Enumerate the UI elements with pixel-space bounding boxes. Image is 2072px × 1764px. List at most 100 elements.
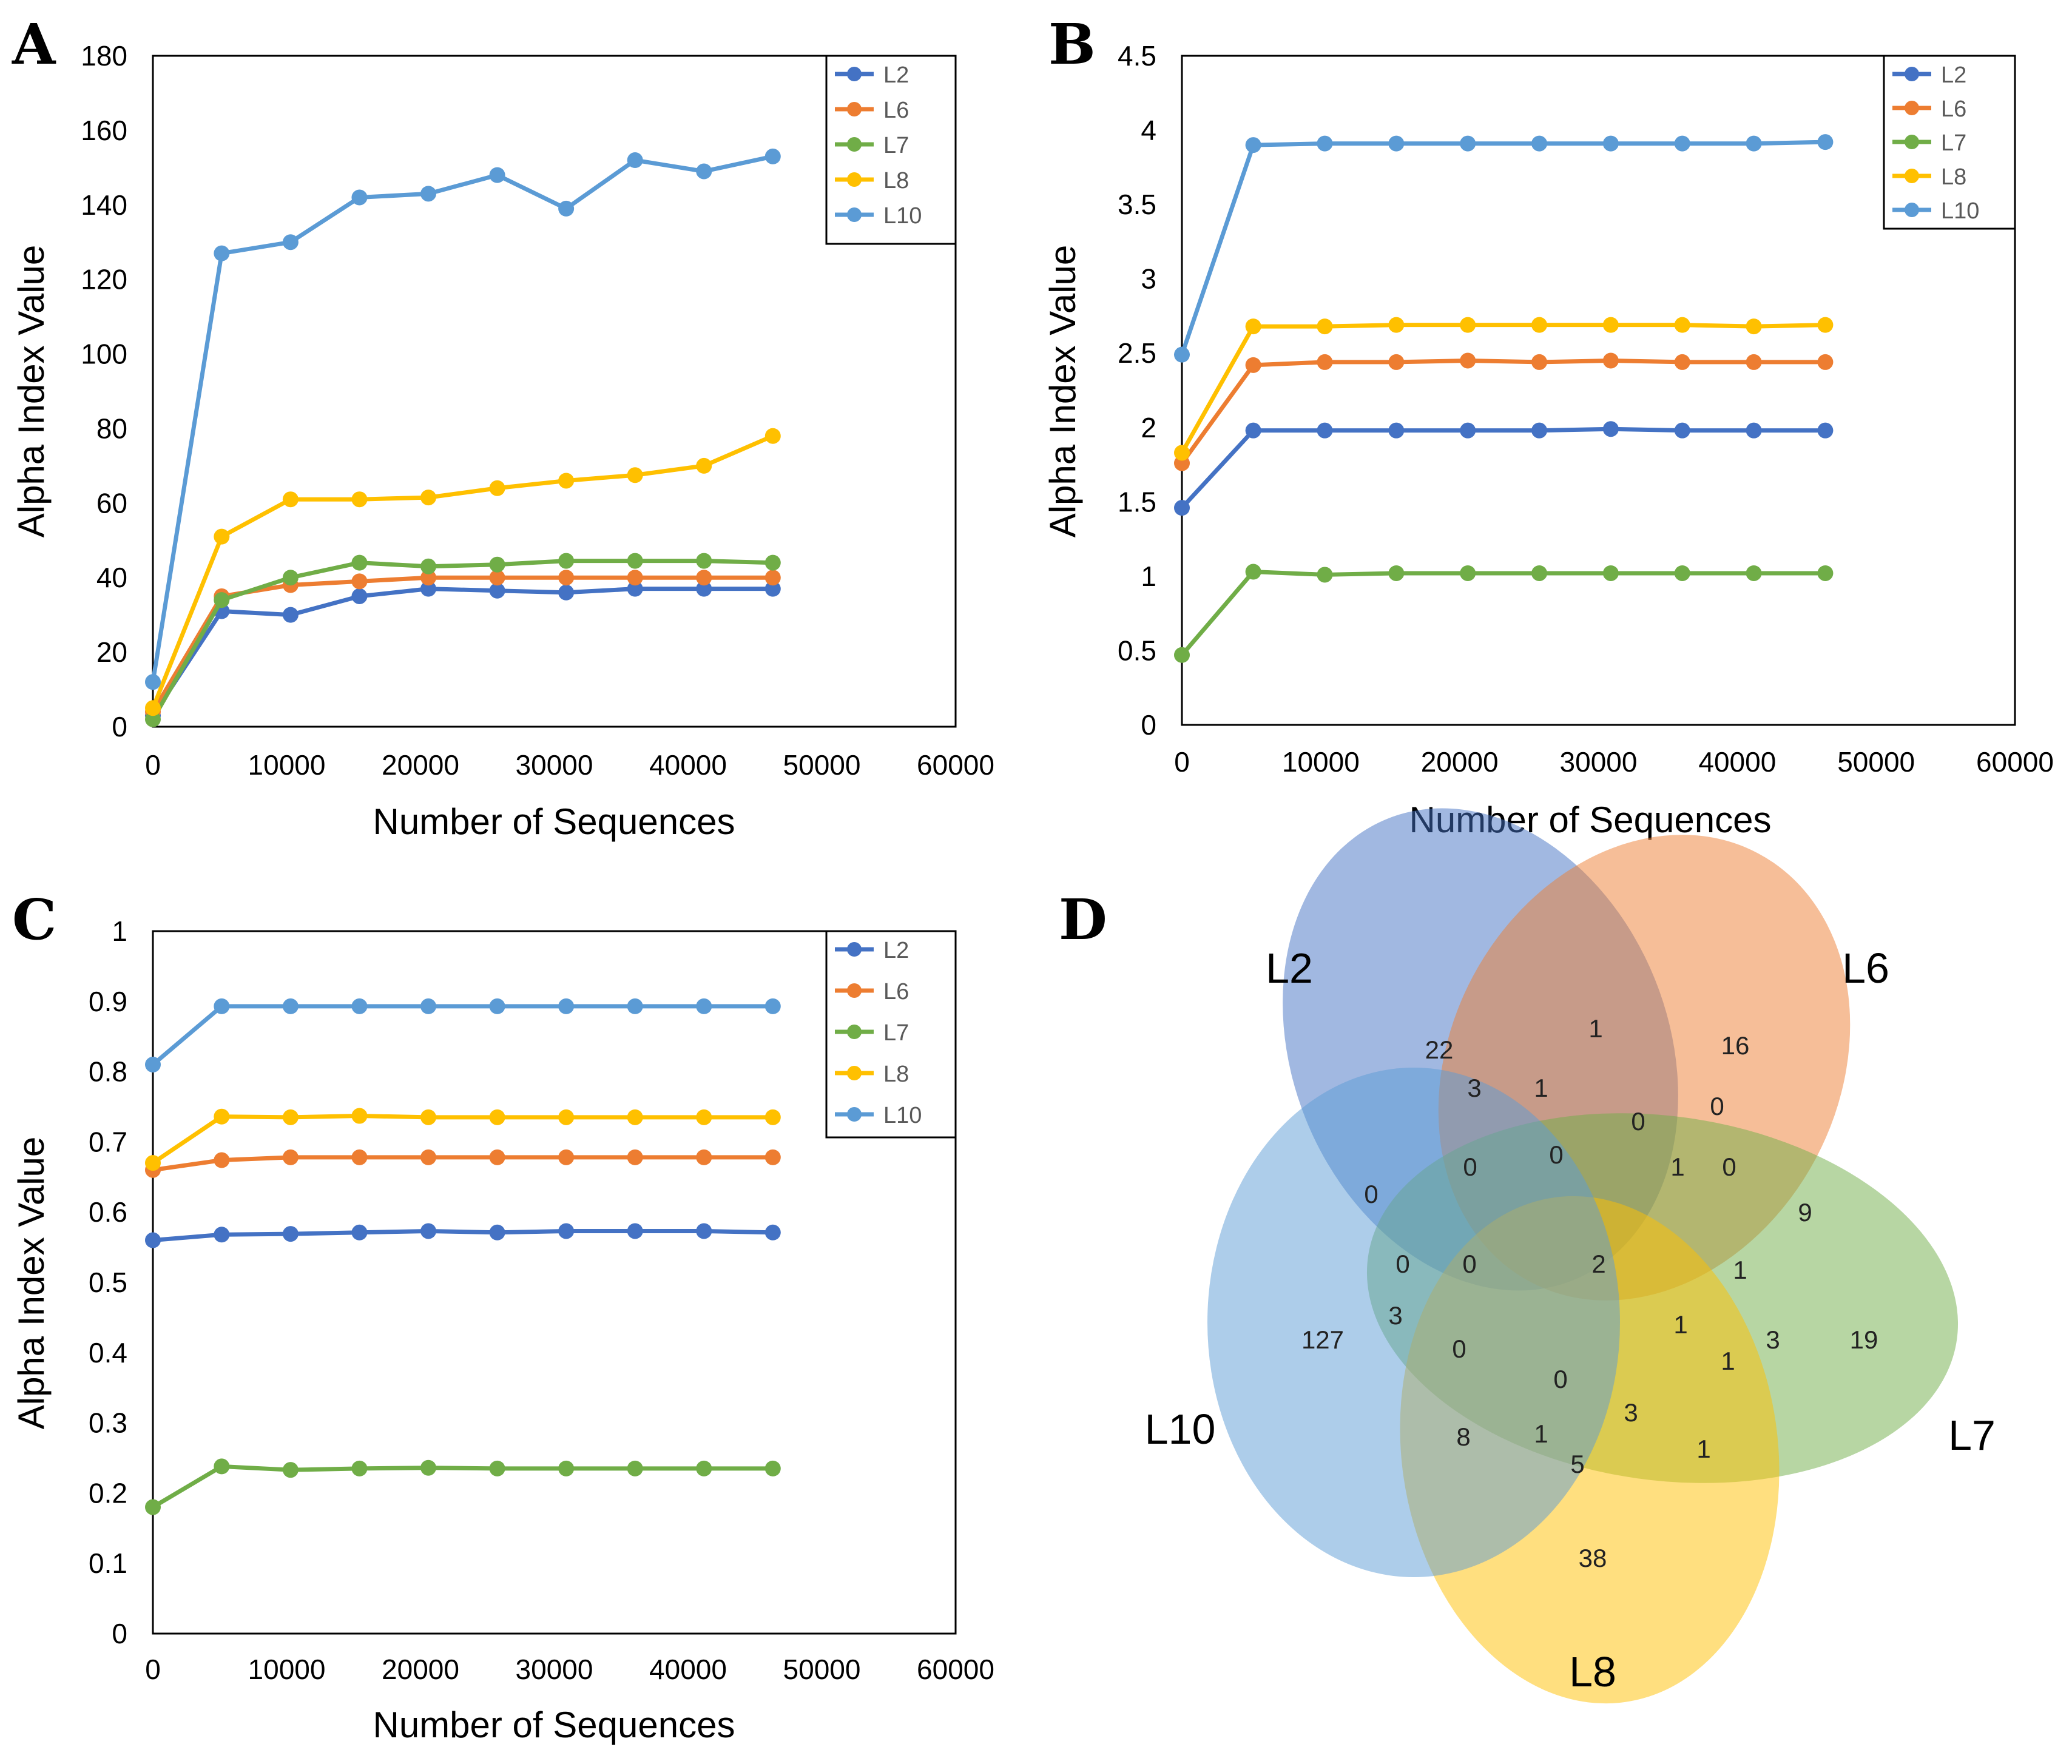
panel-b-y-tick-label: 4 <box>1141 115 1156 146</box>
panel-c-data-point-l10 <box>145 1057 161 1073</box>
panel-a-x-tick-label: 10000 <box>248 749 326 781</box>
panel-c-data-point-l6 <box>282 1149 299 1165</box>
panel-b-series-line-l10 <box>1179 140 1826 355</box>
panel-c-data-point-l10 <box>420 998 437 1014</box>
panel-c-legend-label: L8 <box>883 1062 909 1087</box>
panel-d-letter: D <box>1059 887 1107 952</box>
venn-region-count: 3 <box>1766 1325 1780 1354</box>
panel-c-data-point-l2 <box>214 1227 230 1243</box>
venn-region-count: 0 <box>1395 1250 1409 1278</box>
panel-b-x-tick-label: 30000 <box>1560 746 1638 778</box>
venn-region-count: 19 <box>1850 1325 1878 1354</box>
panel-b-data-point-l7 <box>1460 565 1476 581</box>
panel-a-data-point-l2 <box>489 582 505 599</box>
panel-a-series-line-l8 <box>150 434 774 709</box>
venn-region-count: 8 <box>1456 1422 1470 1451</box>
panel-a-data-point-l2 <box>627 581 643 597</box>
panel-c-data-point-l7 <box>627 1460 643 1476</box>
panel-c-x-tick-label: 40000 <box>649 1654 727 1685</box>
panel-b-data-point-l6 <box>1460 352 1476 369</box>
panel-b-data-point-l7 <box>1531 565 1548 581</box>
venn-set-l10 <box>1207 1068 1620 1577</box>
panel-a-legend-label: L7 <box>883 133 909 158</box>
panel-c-y-tick-label: 0.7 <box>89 1126 127 1157</box>
panel-c-chart: C 0 10000 20000 30000 40000 50000 60000 0 0.1 0.… <box>11 887 994 1745</box>
panel-b-data-point-l7 <box>1746 565 1762 581</box>
panel-b-y-tick-label: 3 <box>1141 263 1156 295</box>
panel-b-data-point-l8 <box>1674 317 1690 333</box>
panel-a-y-tick-label: 160 <box>81 115 127 146</box>
panel-b-data-point-l6 <box>1317 354 1333 370</box>
panel-c-data-point-l8 <box>420 1109 437 1125</box>
panel-c-legend-swatch-marker <box>847 1066 862 1080</box>
panel-c-legend-label: L2 <box>883 938 909 963</box>
panel-c-series-line-l7 <box>152 1464 773 1509</box>
panel-c-series-line-l10 <box>151 1004 773 1066</box>
panel-c-data-point-l7 <box>214 1458 230 1475</box>
panel-b-frame <box>1181 55 2016 726</box>
panel-b-x-tick-label: 10000 <box>1282 746 1360 778</box>
panel-b-legend-swatch-marker <box>1905 203 1919 217</box>
venn-region-count: 1 <box>1721 1347 1735 1375</box>
panel-b-y-tick-label: 4.5 <box>1118 40 1156 72</box>
panel-a-legend-swatch-marker <box>847 172 862 187</box>
panel-b-data-point-l6 <box>1245 357 1261 373</box>
panel-a-legend-label: L6 <box>883 98 909 123</box>
panel-b-data-point-l2 <box>1245 422 1261 439</box>
panel-a-data-point-l8 <box>558 473 575 489</box>
panel-c-data-point-l7 <box>764 1460 781 1476</box>
panel-a-data-point-l7 <box>627 553 643 569</box>
panel-c-data-point-l10 <box>627 998 643 1014</box>
panel-a-series-line-l2 <box>151 587 773 717</box>
panel-b-data-point-l2 <box>1388 422 1405 439</box>
panel-b-x-tick-label: 60000 <box>1976 746 2054 778</box>
panel-b-legend-swatch-marker <box>1905 101 1919 115</box>
panel-b-series-line-l7 <box>1180 570 1826 657</box>
venn-region-count: 0 <box>1549 1140 1563 1169</box>
panel-a-legend-swatch-marker <box>847 207 862 222</box>
panel-c-y-tick-label: 0.6 <box>89 1196 127 1228</box>
venn-region-count: 0 <box>1710 1092 1724 1120</box>
panel-a-data-point-l8 <box>627 467 643 483</box>
panel-a-legend-label: L8 <box>883 168 909 194</box>
venn-label-l6: L6 <box>1842 944 1889 992</box>
panel-a-series-line-l6 <box>150 575 773 713</box>
panel-b-data-point-l8 <box>1531 317 1548 333</box>
panel-b-data-point-l6 <box>1388 354 1405 370</box>
panel-a-series-line-l7 <box>150 559 773 721</box>
panel-a-data-point-l2 <box>764 581 781 597</box>
venn-region-count: 127 <box>1301 1325 1344 1354</box>
panel-b-y-tick-label: 0.5 <box>1118 635 1156 666</box>
panel-a-data-point-l2 <box>351 588 368 604</box>
panel-a-data-point-l10 <box>282 234 299 251</box>
panel-a-legend: L2 L6 L7 L8 L10 <box>825 55 957 245</box>
panel-b-data-point-l10 <box>1245 137 1261 153</box>
panel-b-y-tick-label: 1.5 <box>1118 486 1156 517</box>
panel-c-x-tick-label: 10000 <box>248 1654 326 1685</box>
panel-b-data-point-l2 <box>1317 422 1333 439</box>
panel-c-y-tick-label: 1 <box>112 915 127 947</box>
panel-c-data-point-l10 <box>696 998 712 1014</box>
panel-b-data-point-l10 <box>1174 346 1190 363</box>
panel-b-x-ticks: 0 10000 20000 30000 40000 50000 60000 <box>1174 746 2054 778</box>
panel-c-data-point-l7 <box>420 1459 437 1476</box>
panel-c-y-tick-label: 0.2 <box>89 1477 127 1509</box>
panel-b-y-ticks: 0 0.5 1 1.5 2 2.5 3 3.5 4 4.5 <box>1118 40 1156 741</box>
panel-c-data-point-l2 <box>351 1224 368 1241</box>
panel-a-data-point-l10 <box>489 167 505 183</box>
panel-b-data-point-l2 <box>1460 422 1476 439</box>
panel-c-data-point-l10 <box>764 998 781 1014</box>
panel-c-legend-items: L2 L6 L7 L8 L10 <box>835 938 922 1128</box>
panel-a-data-point-l6 <box>351 573 368 590</box>
panel-c-y-ticks: 0 0.1 0.2 0.3 0.4 0.5 0.6 0.7 0.8 0.9 1 <box>89 915 127 1649</box>
panel-b-data-point-l6 <box>1817 354 1834 370</box>
panel-b-legend-label: L2 <box>1941 62 1966 88</box>
panel-c-data-point-l8 <box>696 1109 712 1125</box>
panel-a-series-line-l10 <box>150 154 774 682</box>
panel-a-data-point-l6 <box>764 570 781 586</box>
panel-b-legend-swatch-marker <box>1905 169 1919 183</box>
panel-a-data-point-l8 <box>145 700 161 716</box>
venn-region-count: 1 <box>1733 1256 1747 1284</box>
panel-c-data-point-l8 <box>558 1109 575 1125</box>
